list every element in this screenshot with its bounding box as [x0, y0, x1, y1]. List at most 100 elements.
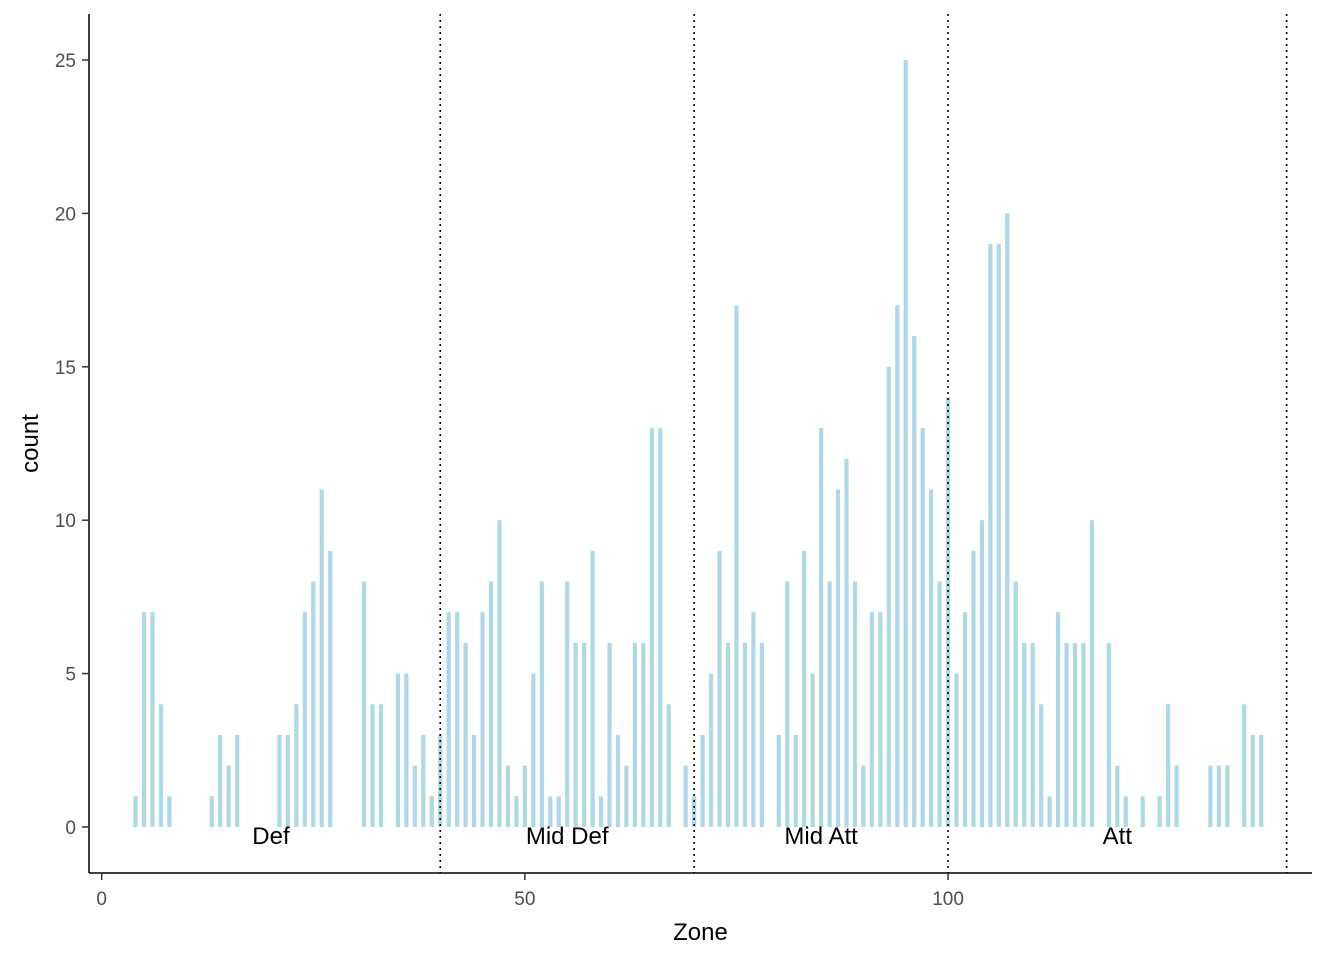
bar-zone-121: [1123, 796, 1128, 827]
bar-zone-50: [522, 765, 527, 827]
y-tick-label-10: 10: [55, 511, 76, 532]
bar-zone-21: [277, 734, 282, 827]
bar-zone-65: [649, 428, 654, 827]
bar-zone-98: [929, 489, 934, 827]
bar-zone-57: [582, 642, 587, 827]
bar-zone-8: [167, 796, 172, 827]
bar-zone-31: [361, 581, 367, 827]
bar-zone-63: [632, 642, 638, 827]
bar-zone-137: [1259, 734, 1264, 827]
bar-zone-48: [505, 765, 511, 827]
x-axis-title: Zone: [673, 919, 728, 946]
bar-zone-117: [1089, 520, 1095, 827]
bar-zone-39: [429, 796, 434, 827]
bar-zone-78: [759, 642, 764, 827]
zone-label-1: Mid Def: [526, 823, 609, 850]
bar-zone-26: [319, 489, 324, 827]
bar-zone-123: [1140, 796, 1145, 827]
bar-zone-97: [920, 428, 925, 827]
y-axis-ticks: 0 5 10 15 20 25: [55, 51, 89, 839]
axes: [88, 14, 1312, 874]
y-tick-label-25: 25: [55, 51, 76, 72]
bar-zone-7: [158, 704, 164, 827]
bar-zone-83: [802, 550, 807, 827]
zone-labels: Def Mid Def Mid Att Att: [252, 823, 1132, 850]
bar-zone-107: [1005, 213, 1010, 827]
bar-zone-33: [378, 704, 384, 827]
bar-zone-62: [624, 765, 629, 827]
bar-zone-15: [226, 765, 231, 827]
x-tick-label-50: 50: [514, 889, 535, 910]
bar-zone-23: [294, 704, 299, 827]
bar-zone-6: [150, 612, 155, 827]
bar-zone-41: [446, 612, 451, 827]
bar-zone-126: [1166, 704, 1171, 827]
bar-zone-49: [514, 796, 519, 827]
bar-zone-70: [692, 796, 697, 827]
bar-zone-32: [370, 704, 375, 827]
bar-zone-115: [1072, 642, 1078, 827]
bar-zone-85: [818, 428, 824, 827]
bar-zone-42: [455, 612, 460, 827]
bar-zone-53: [548, 796, 553, 827]
bar-zone-112: [1047, 796, 1052, 827]
bar-zone-60: [607, 642, 612, 827]
zone-divider-lines: [439, 14, 1288, 873]
y-axis-title: count: [17, 414, 44, 473]
bar-zone-127: [1174, 765, 1179, 827]
y-tick-label-15: 15: [55, 358, 76, 379]
x-tick-label-100: 100: [932, 889, 964, 910]
bar-zone-72: [708, 673, 714, 827]
bar-zone-109: [1022, 642, 1027, 827]
bar-zone-55: [565, 581, 570, 827]
bar-zone-88: [844, 458, 849, 827]
bar-zone-37: [412, 765, 417, 827]
bar-zone-135: [1242, 704, 1247, 827]
bar-zone-58: [590, 550, 595, 827]
y-tick-label-20: 20: [55, 204, 76, 225]
x-tick-label-0: 0: [96, 889, 107, 910]
bar-zone-40: [438, 734, 443, 827]
bar-zone-38: [421, 734, 426, 827]
bar-zone-35: [395, 673, 401, 827]
bar-zone-80: [776, 734, 781, 827]
bar-zone-113: [1055, 612, 1061, 827]
bar-zone-36: [404, 673, 409, 827]
bar-zone-71: [700, 734, 705, 827]
bar-zone-104: [979, 520, 985, 827]
y-tick-label-0: 0: [65, 818, 76, 839]
bar-zone-46: [488, 581, 494, 827]
bar-zone-95: [903, 60, 908, 827]
bar-zone-44: [471, 734, 477, 827]
bar-zone-102: [962, 612, 968, 827]
bar-zone-90: [861, 765, 866, 827]
bar-zone-111: [1039, 704, 1044, 827]
bar-zone-86: [827, 581, 832, 827]
bar-zone-77: [751, 612, 756, 827]
bar-zone-22: [285, 734, 291, 827]
bar-zone-103: [971, 550, 976, 827]
zone-label-0: Def: [252, 823, 290, 850]
bar-zone-131: [1208, 765, 1213, 827]
bar-zone-67: [666, 704, 671, 827]
bar-zone-47: [497, 520, 502, 827]
bar-zone-4: [133, 796, 138, 827]
bar-zone-75: [734, 305, 739, 827]
bar-zone-16: [235, 734, 240, 827]
bars-layer: [133, 60, 1264, 827]
bar-zone-110: [1030, 642, 1035, 827]
bar-zone-120: [1115, 765, 1120, 827]
bar-zone-93: [886, 366, 891, 827]
bar-zone-82: [793, 734, 798, 827]
bar-zone-108: [1013, 581, 1018, 827]
bar-zone-92: [878, 612, 883, 827]
bar-zone-64: [641, 642, 646, 827]
bar-zone-106: [996, 244, 1001, 827]
bar-zone-24: [302, 612, 307, 827]
zone-label-3: Att: [1103, 823, 1133, 850]
bar-zone-119: [1106, 642, 1111, 827]
bar-zone-105: [988, 244, 993, 827]
bar-zone-76: [742, 642, 748, 827]
bar-zone-84: [810, 673, 815, 827]
